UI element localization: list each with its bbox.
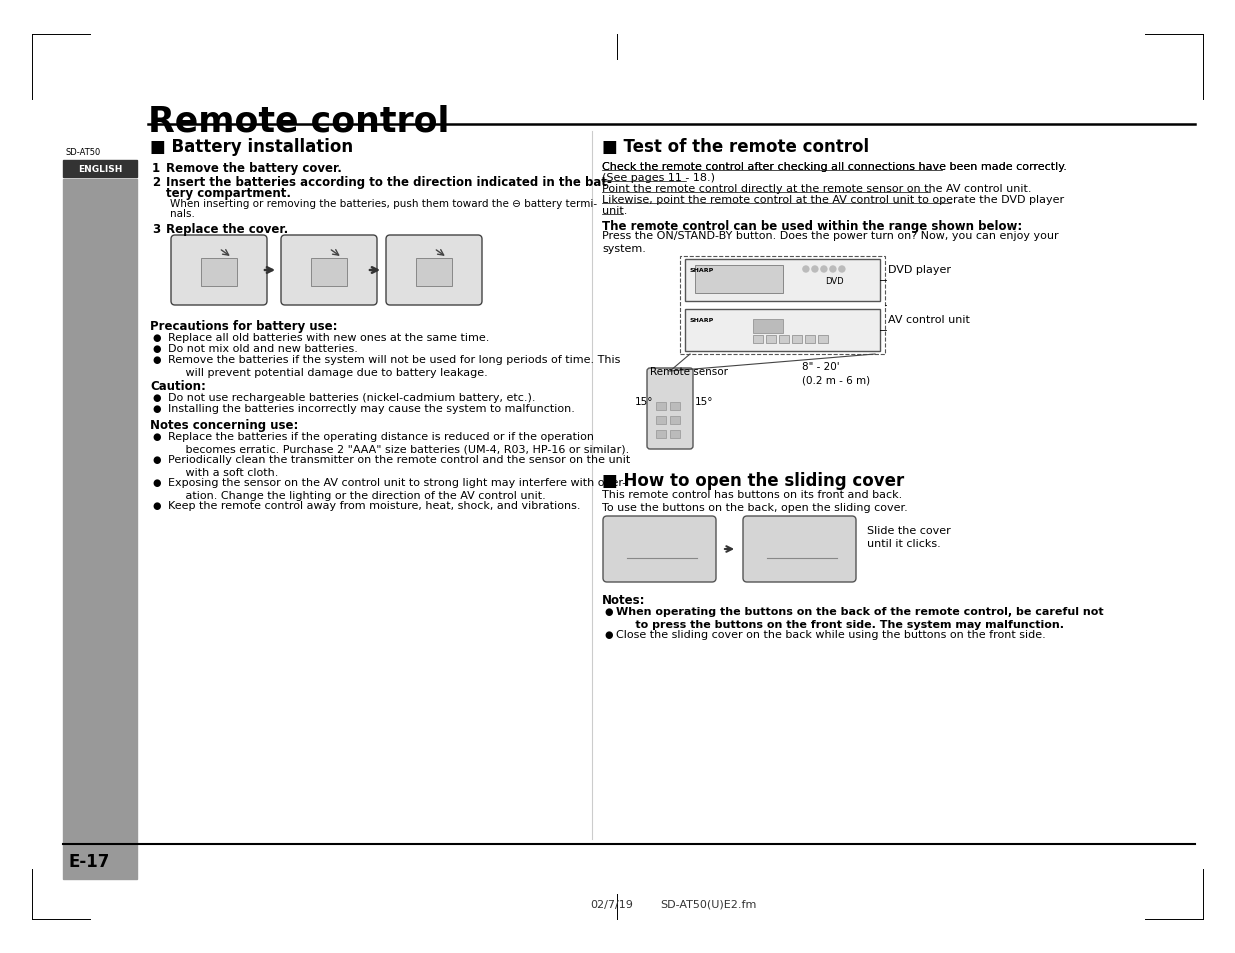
Bar (766, 335, 777, 344)
Text: ●: ● (152, 403, 161, 414)
Text: Replace all old batteries with new ones at the same time.: Replace all old batteries with new ones … (168, 333, 489, 343)
Text: ●: ● (152, 477, 161, 488)
Text: Notes:: Notes: (601, 594, 646, 606)
Text: Remote control: Remote control (148, 105, 450, 139)
FancyBboxPatch shape (170, 235, 267, 306)
Text: Do not use rechargeable batteries (nickel-cadmium battery, etc.).: Do not use rechargeable batteries (nicke… (168, 393, 536, 402)
FancyBboxPatch shape (647, 369, 693, 450)
Circle shape (821, 267, 827, 273)
Circle shape (811, 267, 818, 273)
Text: Likewise, point the remote control at the AV control unit to operate the DVD pla: Likewise, point the remote control at th… (601, 194, 1065, 205)
Text: Keep the remote control away from moisture, heat, shock, and vibrations.: Keep the remote control away from moistu… (168, 500, 580, 511)
Text: ■ Battery installation: ■ Battery installation (149, 138, 353, 156)
Bar (685, 310, 881, 352)
Text: 15°: 15° (635, 396, 653, 407)
Text: ●: ● (152, 432, 161, 441)
Bar (695, 266, 783, 294)
Text: DVD: DVD (825, 276, 844, 285)
Bar (656, 416, 666, 424)
Bar (779, 335, 789, 344)
FancyBboxPatch shape (743, 517, 856, 582)
Bar (819, 335, 829, 344)
Text: Installing the batteries incorrectly may cause the system to malfunction.: Installing the batteries incorrectly may… (168, 403, 574, 414)
Text: ■ Test of the remote control: ■ Test of the remote control (601, 138, 869, 156)
Text: ●: ● (152, 333, 161, 343)
Text: Notes concerning use:: Notes concerning use: (149, 418, 299, 432)
Text: tery compartment.: tery compartment. (165, 187, 291, 200)
Text: SD-AT50
DX-AT50: SD-AT50 DX-AT50 (65, 148, 100, 170)
Text: SHARP: SHARP (689, 268, 714, 273)
Text: Precautions for battery use:: Precautions for battery use: (149, 319, 337, 333)
Bar (63, 180, 137, 879)
Text: Check the remote control after checking all connections have been made correctly: Check the remote control after checking … (601, 162, 1067, 172)
Text: SD-AT50(U)E2.fm: SD-AT50(U)E2.fm (659, 899, 756, 909)
Text: Slide the cover
until it clicks.: Slide the cover until it clicks. (867, 525, 951, 549)
Circle shape (839, 267, 845, 273)
Text: AV control unit: AV control unit (888, 314, 969, 325)
Text: ●: ● (152, 344, 161, 354)
Text: Insert the batteries according to the direction indicated in the bat-: Insert the batteries according to the di… (165, 175, 611, 189)
FancyBboxPatch shape (282, 235, 377, 306)
Text: Replace the batteries if the operating distance is reduced or if the operation
 : Replace the batteries if the operating d… (168, 432, 630, 455)
Bar (311, 258, 347, 286)
Text: ENGLISH: ENGLISH (78, 164, 122, 173)
Bar (656, 431, 666, 438)
Text: Press the ON/STAND-BY button. Does the power turn on? Now, you can enjoy your
sy: Press the ON/STAND-BY button. Does the p… (601, 231, 1058, 253)
Bar (685, 260, 881, 302)
Text: When inserting or removing the batteries, push them toward the ⊖ battery termi-: When inserting or removing the batteries… (170, 199, 598, 209)
Text: Do not mix old and new batteries.: Do not mix old and new batteries. (168, 344, 358, 354)
Text: SHARP: SHARP (689, 317, 714, 323)
FancyBboxPatch shape (603, 517, 716, 582)
Bar (671, 431, 680, 438)
Circle shape (830, 267, 836, 273)
Text: Close the sliding cover on the back while using the buttons on the front side.: Close the sliding cover on the back whil… (616, 629, 1046, 639)
Text: 1: 1 (152, 162, 161, 174)
Text: The remote control can be used within the range shown below:: The remote control can be used within th… (601, 220, 1023, 233)
Text: This remote control has buttons on its front and back.
To use the buttons on the: This remote control has buttons on its f… (601, 490, 908, 513)
Text: ●: ● (152, 500, 161, 511)
Circle shape (803, 267, 809, 273)
Text: ■ How to open the sliding cover: ■ How to open the sliding cover (601, 472, 904, 490)
Text: Check the remote control after checking all connections have been made correctly: Check the remote control after checking … (601, 162, 1067, 172)
Text: Remove the batteries if the system will not be used for long periods of time. Th: Remove the batteries if the system will … (168, 355, 620, 377)
Bar (201, 258, 237, 286)
Text: DVD player: DVD player (888, 265, 951, 274)
Bar (63, 161, 137, 178)
Text: ●: ● (604, 629, 613, 639)
Text: unit.: unit. (601, 206, 627, 215)
Text: Periodically clean the transmitter on the remote control and the sensor on the u: Periodically clean the transmitter on th… (168, 455, 630, 477)
Text: When operating the buttons on the back of the remote control, be careful not
   : When operating the buttons on the back o… (616, 606, 1104, 629)
Text: Replace the cover.: Replace the cover. (165, 223, 288, 235)
Bar (416, 258, 452, 286)
Text: 15°: 15° (695, 396, 714, 407)
Bar (753, 319, 783, 334)
Text: nals.: nals. (170, 209, 195, 219)
Bar (671, 402, 680, 411)
Text: 3: 3 (152, 223, 161, 235)
Text: ●: ● (604, 606, 613, 617)
Bar (680, 256, 885, 355)
Text: ●: ● (152, 393, 161, 402)
FancyBboxPatch shape (387, 235, 482, 306)
Text: ●: ● (152, 355, 161, 365)
Text: E-17: E-17 (68, 852, 110, 870)
Text: Remote sensor: Remote sensor (650, 367, 727, 376)
Bar (792, 335, 803, 344)
Text: 8" - 20'
(0.2 m - 6 m): 8" - 20' (0.2 m - 6 m) (802, 361, 871, 385)
Text: (See pages 11 - 18.): (See pages 11 - 18.) (601, 172, 715, 183)
Bar (805, 335, 815, 344)
Text: Caution:: Caution: (149, 379, 206, 393)
Bar (753, 335, 763, 344)
Text: Remove the battery cover.: Remove the battery cover. (165, 162, 342, 174)
Text: Point the remote control directly at the remote sensor on the AV control unit.: Point the remote control directly at the… (601, 184, 1031, 193)
Text: 2: 2 (152, 175, 161, 189)
Bar (656, 402, 666, 411)
Text: Exposing the sensor on the AV control unit to strong light may interfere with op: Exposing the sensor on the AV control un… (168, 477, 626, 500)
Text: ●: ● (152, 455, 161, 464)
Text: 02/7/19: 02/7/19 (590, 899, 632, 909)
Bar (671, 416, 680, 424)
